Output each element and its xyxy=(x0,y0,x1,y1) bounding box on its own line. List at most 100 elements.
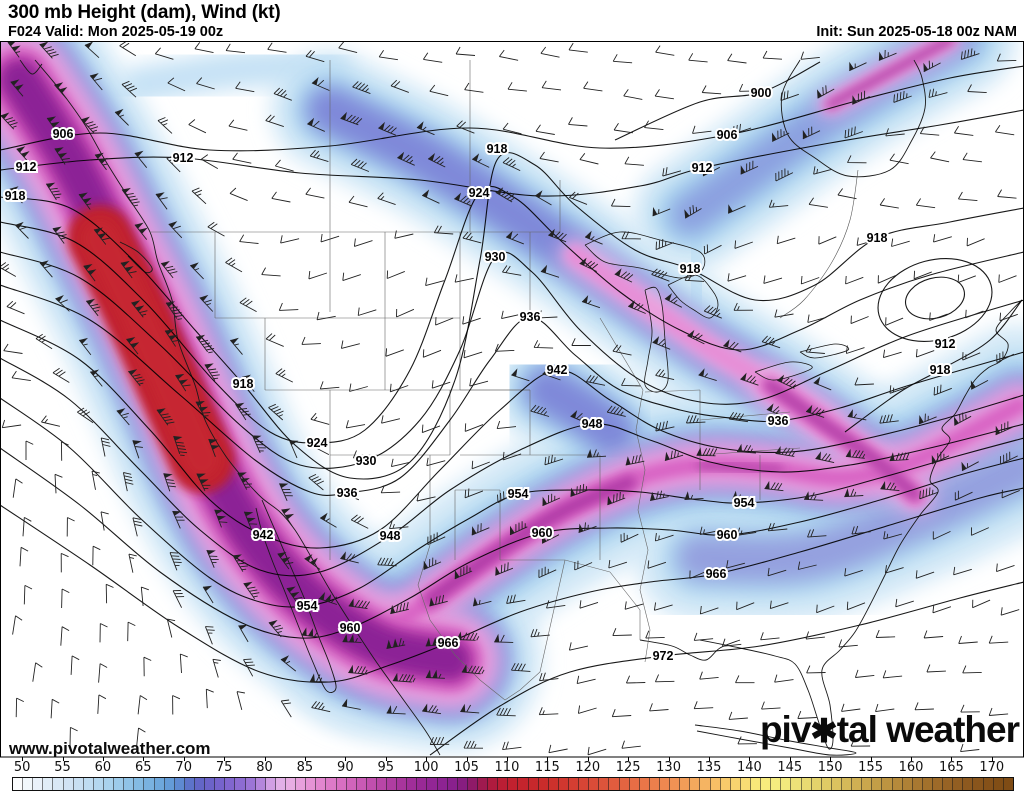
colorbar-tick-label: 70 xyxy=(175,760,192,775)
colorbar-cell xyxy=(407,778,418,790)
colorbar-cell xyxy=(215,778,226,790)
forecast-valid-label: F024 Valid: Mon 2025-05-19 00z xyxy=(8,24,224,40)
contour-label: 960 xyxy=(717,528,738,542)
colorbar-tick xyxy=(951,757,953,761)
colorbar-cell xyxy=(589,778,600,790)
colorbar-tick-label: 150 xyxy=(817,760,843,775)
watermark-url: www.pivotalweather.com xyxy=(9,739,211,758)
colorbar-cell xyxy=(427,778,438,790)
colorbar-cell xyxy=(265,778,276,790)
colorbar-cell xyxy=(478,778,489,790)
contour-label: 966 xyxy=(706,567,727,581)
colorbar-tick xyxy=(506,757,508,761)
colorbar-tick-label: 115 xyxy=(534,760,560,775)
colorbar-tick xyxy=(426,757,428,761)
contour-label: 942 xyxy=(253,528,274,542)
colorbar-cell xyxy=(43,778,54,790)
colorbar-cell xyxy=(93,778,104,790)
colorbar-cell xyxy=(346,778,357,790)
wind-speed-colorbar xyxy=(12,777,1014,791)
contour-label: 960 xyxy=(340,621,361,635)
contour-label: 954 xyxy=(508,487,529,501)
contour-label: 912 xyxy=(692,161,713,175)
contour-label: 966 xyxy=(438,636,459,650)
colorbar-cell xyxy=(599,778,610,790)
colorbar-tick-label: 130 xyxy=(656,760,681,775)
colorbar-cell xyxy=(73,778,84,790)
colorbar-cell xyxy=(852,778,863,790)
colorbar-tick xyxy=(991,757,993,761)
colorbar-cell xyxy=(356,778,367,790)
colorbar-cell xyxy=(417,778,428,790)
colorbar-cell xyxy=(993,778,1004,790)
colorbar-cell xyxy=(225,778,236,790)
colorbar-cell xyxy=(164,778,175,790)
colorbar-cell xyxy=(245,778,256,790)
colorbar-tick xyxy=(102,757,104,761)
colorbar-cell xyxy=(558,778,570,790)
colorbar-cell xyxy=(63,778,74,790)
colorbar-tick-label: 90 xyxy=(337,760,354,775)
contour-label: 906 xyxy=(53,127,74,141)
colorbar-cell xyxy=(144,778,155,790)
model-init-label: Init: Sun 2025-05-18 00z NAM xyxy=(816,24,1017,40)
contour-label: 912 xyxy=(16,160,37,174)
colorbar-tick xyxy=(708,757,710,761)
contour-label: 918 xyxy=(680,262,701,276)
contour-label: 918 xyxy=(233,377,254,391)
colorbar-cell xyxy=(811,778,822,790)
colorbar-cell xyxy=(538,778,549,790)
colorbar-cell xyxy=(23,778,34,790)
colorbar-tick-label: 170 xyxy=(979,760,1005,775)
colorbar-cell xyxy=(285,778,297,790)
colorbar-tick xyxy=(143,757,145,761)
colorbar-cell xyxy=(932,778,944,790)
colorbar-cell xyxy=(639,778,650,790)
colorbar-cell xyxy=(336,778,347,790)
contour-label: 918 xyxy=(5,189,26,203)
contour-label: 918 xyxy=(930,363,951,377)
contour-label: 924 xyxy=(307,436,328,450)
colorbar-tick-label: 85 xyxy=(296,760,314,775)
contour-label: 930 xyxy=(485,250,506,264)
colorbar-tick xyxy=(304,757,306,761)
pivotal-weather-logo: piv✱tal weather xyxy=(760,711,1020,748)
colorbar-tick xyxy=(587,757,589,761)
colorbar-tick-label: 60 xyxy=(94,760,112,775)
contour-label: 948 xyxy=(582,417,603,431)
colorbar-cell xyxy=(447,778,458,790)
colorbar-cell xyxy=(841,778,853,790)
colorbar-cell xyxy=(457,778,468,790)
colorbar-cell xyxy=(194,778,206,790)
colorbar-cell xyxy=(690,778,701,790)
contour-label: 936 xyxy=(337,486,358,500)
colorbar-tick xyxy=(183,757,185,761)
colorbar-tick-label: 120 xyxy=(575,760,601,775)
colorbar-cell xyxy=(124,778,135,790)
colorbar-tick xyxy=(62,757,64,761)
colorbar-cell xyxy=(316,778,327,790)
colorbar-tick-label: 110 xyxy=(494,760,520,775)
colorbar-tick-label: 55 xyxy=(54,760,71,775)
colorbar-cell xyxy=(174,778,185,790)
colorbar-cell xyxy=(255,778,266,790)
colorbar-tick xyxy=(910,757,912,761)
colorbar-cell xyxy=(154,778,165,790)
contour-label: 906 xyxy=(717,128,738,142)
colorbar-cell xyxy=(882,778,893,790)
colorbar-tick-label: 125 xyxy=(615,760,641,775)
colorbar-cell xyxy=(13,778,24,790)
colorbar-cell xyxy=(326,778,337,790)
colorbar-tick xyxy=(668,757,670,761)
colorbar-cell xyxy=(508,778,519,790)
wind-speed-shading xyxy=(1,42,1023,753)
colorbar-tick xyxy=(345,757,347,761)
colorbar-tick-label: 155 xyxy=(858,760,883,775)
contour-label: 972 xyxy=(653,649,674,663)
page-title: 300 mb Height (dam), Wind (kt) xyxy=(8,2,281,23)
colorbar-cell xyxy=(83,778,94,790)
colorbar-tick-label: 145 xyxy=(777,760,803,775)
colorbar-cell xyxy=(103,778,115,790)
